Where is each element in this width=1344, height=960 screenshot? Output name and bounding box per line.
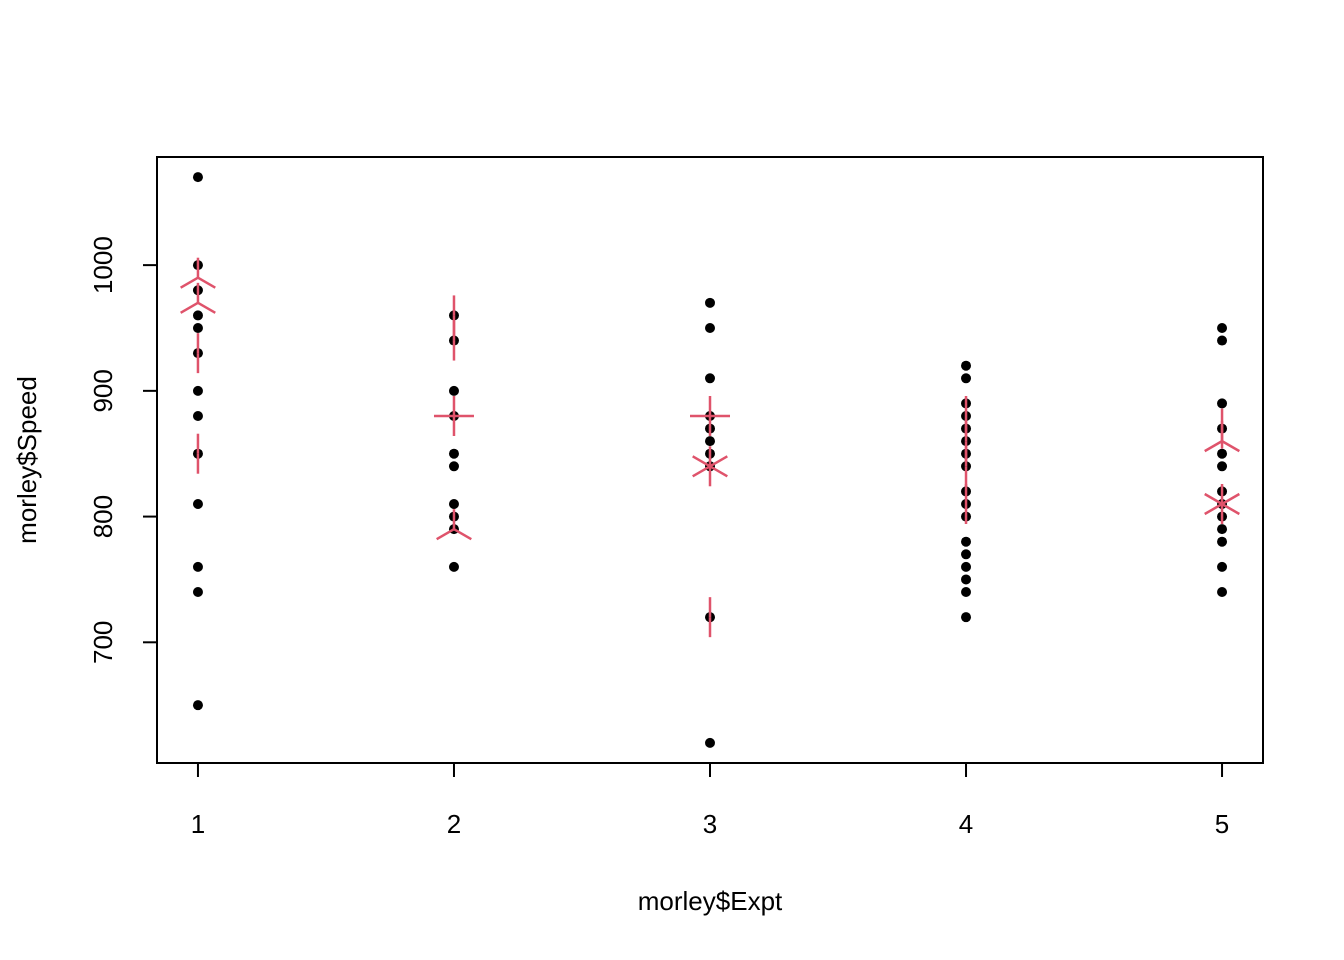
data-point (705, 436, 715, 447)
sunflower-glyph (433, 395, 474, 436)
data-point (961, 612, 972, 623)
data-point (705, 322, 715, 333)
data-point (192, 700, 203, 711)
data-point (192, 172, 203, 183)
sunflower-petal (1204, 440, 1223, 453)
data-point (1217, 587, 1228, 598)
data-point (1217, 448, 1228, 459)
x-axis-label: morley$Expt (638, 886, 783, 916)
data-point (961, 574, 972, 585)
data-point (705, 737, 715, 748)
data-point (961, 373, 972, 384)
sunflower-petal (1221, 502, 1240, 516)
sunflower-glyph (1204, 421, 1240, 453)
sunflower-petal (1204, 502, 1223, 516)
data-point (1217, 536, 1228, 547)
sunflower-glyph (180, 257, 216, 289)
sunflower-petal (436, 528, 455, 541)
data-point (448, 385, 459, 396)
data-point (1217, 561, 1228, 572)
data-point (1217, 398, 1228, 409)
sunflower-glyph (692, 446, 728, 487)
data-point (961, 549, 972, 560)
data-point (1217, 335, 1228, 346)
sunflower-petal (180, 301, 199, 314)
data-point (961, 360, 972, 371)
x-tick-label: 4 (959, 809, 973, 839)
data-point (1217, 461, 1228, 472)
data-point (448, 461, 459, 472)
y-tick-label: 900 (88, 369, 118, 412)
sunflower-petal (692, 465, 711, 478)
y-tick-label: 1000 (88, 236, 118, 294)
data-point (192, 310, 203, 321)
sunflower-petal (709, 455, 728, 468)
x-tick-label: 5 (1215, 809, 1229, 839)
data-point (448, 561, 459, 572)
data-point (192, 587, 203, 598)
y-tick-label: 800 (88, 495, 118, 538)
data-point (192, 561, 203, 572)
data-point (961, 587, 972, 598)
data-point (961, 561, 972, 572)
data-point (192, 385, 203, 396)
points-layer (192, 172, 1228, 748)
data-point (705, 297, 715, 308)
x-tick-label: 2 (447, 809, 461, 839)
sunflower-petal (197, 301, 216, 314)
sunflower-petal (197, 276, 216, 289)
sunflower-petal (709, 465, 728, 478)
sunflower-glyph (180, 282, 216, 314)
sunflower-petal (1221, 440, 1240, 453)
data-point (961, 536, 972, 547)
data-point (1217, 524, 1228, 535)
sunflower-glyph (436, 509, 472, 541)
sunflower-glyph (1204, 484, 1240, 525)
data-point (192, 410, 203, 421)
y-tick-label: 700 (88, 621, 118, 664)
y-axis-label: morley$Speed (12, 376, 42, 544)
sunflower-petal (1204, 492, 1223, 506)
x-axis: 1 2 3 4 5 (191, 762, 1229, 839)
sunflower-glyph (690, 395, 730, 436)
sunflower-petal (1221, 492, 1240, 506)
data-point (448, 499, 459, 510)
sunflower-layer (180, 257, 1240, 638)
x-tick-label: 1 (191, 809, 205, 839)
data-point (192, 499, 203, 510)
x-tick-label: 3 (703, 809, 717, 839)
data-point (1217, 322, 1228, 333)
y-axis: 700 800 900 1000 (88, 236, 158, 664)
sunflower-petal (453, 528, 472, 541)
data-point (448, 448, 459, 459)
data-point (192, 322, 203, 333)
sunflower-petal (692, 455, 711, 468)
sunflower-petal (180, 276, 199, 289)
data-point (705, 373, 715, 384)
